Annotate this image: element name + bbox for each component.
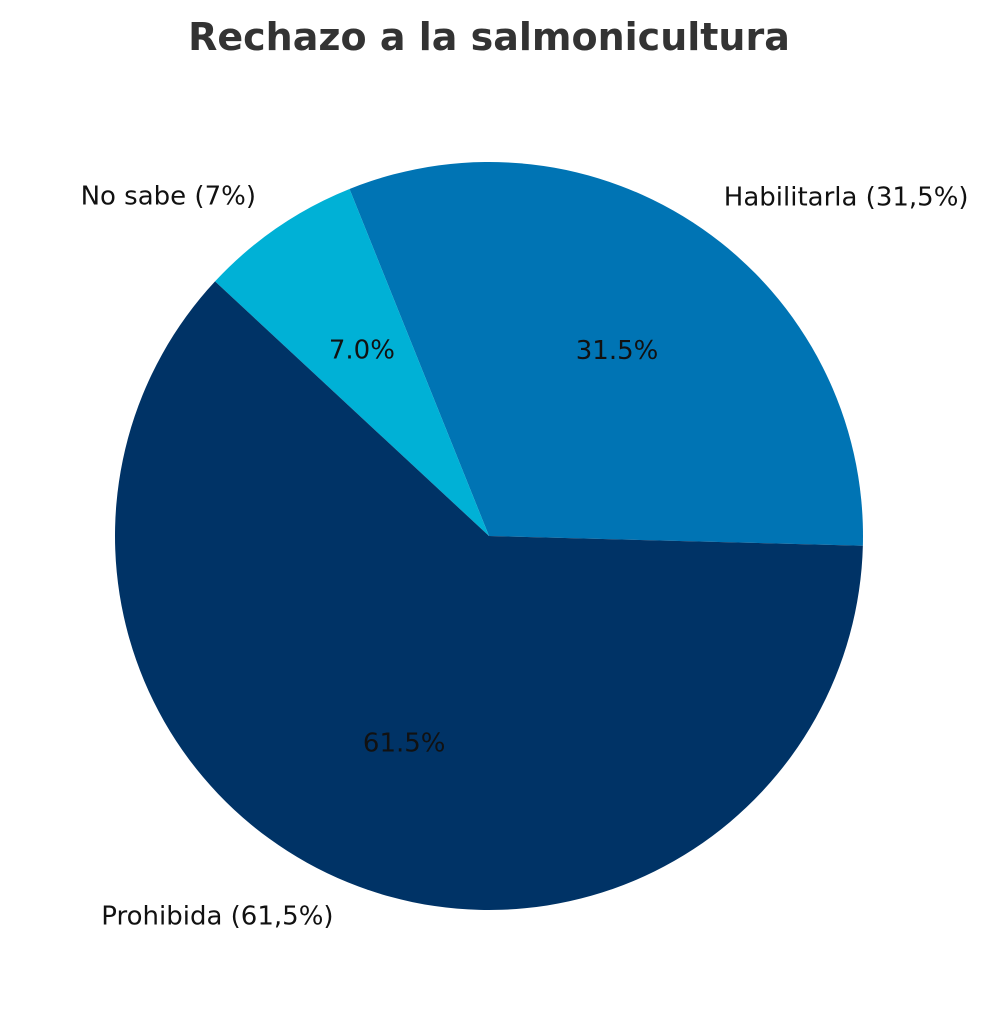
pie-slice-0 [349,161,863,546]
pie-slices [114,161,863,911]
pie-slice-1 [215,188,489,536]
slice-percent-2: 61.5% [363,728,446,758]
slice-percent-0: 31.5% [576,336,659,366]
slice-label-0: Habilitarla (31,5%) [724,183,969,213]
slice-percent-1: 7.0% [329,336,395,366]
chart-title: Rechazo a la salmonicultura [188,15,790,59]
slice-label-1: No sabe (7%) [81,181,256,211]
pie-slice-2 [114,281,863,911]
slice-label-2: Prohibida (61,5%) [101,901,333,931]
pie-labels: Habilitarla (31,5%) 31.5% No sabe (7%) 7.0%… [81,181,969,931]
